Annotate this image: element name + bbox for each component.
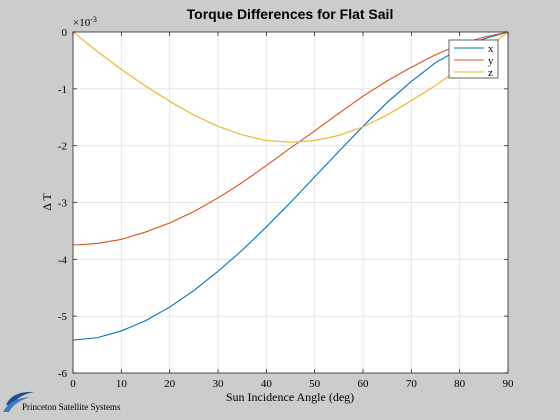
y-tick-label: -4 — [58, 254, 68, 266]
x-tick-label: 70 — [406, 378, 418, 390]
x-tick-label: 10 — [116, 378, 128, 390]
x-tick-labels: 0 10 20 30 40 50 60 70 80 90 — [70, 378, 514, 390]
y-axis-exponent: ×10-3 — [73, 15, 97, 29]
x-tick-label: 50 — [309, 378, 321, 390]
legend-label-z: z — [488, 67, 493, 79]
y-axis-label: Δ T — [40, 193, 54, 211]
chart-title: Torque Differences for Flat Sail — [187, 6, 394, 22]
x-tick-label: 80 — [454, 378, 466, 390]
y-tick-labels: 0 -1 -2 -3 -4 -5 -6 — [58, 27, 68, 380]
y-exponent-base: ×10 — [73, 17, 91, 29]
axis-ticks — [72, 31, 509, 374]
legend-label-x: x — [488, 43, 494, 55]
x-tick-label: 90 — [503, 378, 515, 390]
y-tick-label: -5 — [58, 311, 68, 323]
y-tick-label: -6 — [58, 368, 68, 380]
x-tick-label: 60 — [358, 378, 370, 390]
y-tick-label: -2 — [58, 141, 67, 153]
series-line-z — [72, 31, 509, 143]
watermark: Princeton Satellite Systems — [3, 391, 121, 412]
legend: xyz — [448, 39, 499, 79]
watermark-text: Princeton Satellite Systems — [22, 402, 121, 412]
series-lines — [72, 31, 509, 341]
x-tick-label: 40 — [261, 378, 273, 390]
x-tick-label: 30 — [213, 378, 225, 390]
x-axis-label: Sun Incidence Angle (deg) — [226, 390, 354, 404]
series-line-y — [72, 31, 509, 246]
y-exponent-power: -3 — [90, 15, 97, 24]
y-tick-label: -3 — [58, 198, 68, 210]
legend-entries: xyz — [454, 43, 494, 79]
x-tick-label: 20 — [164, 378, 176, 390]
psslogo-swoosh-icon — [3, 391, 34, 412]
legend-label-y: y — [488, 55, 494, 67]
series-line-x — [72, 31, 509, 341]
y-tick-label: -1 — [58, 84, 67, 96]
x-tick-label: 0 — [70, 378, 76, 390]
y-tick-label: 0 — [62, 27, 68, 39]
